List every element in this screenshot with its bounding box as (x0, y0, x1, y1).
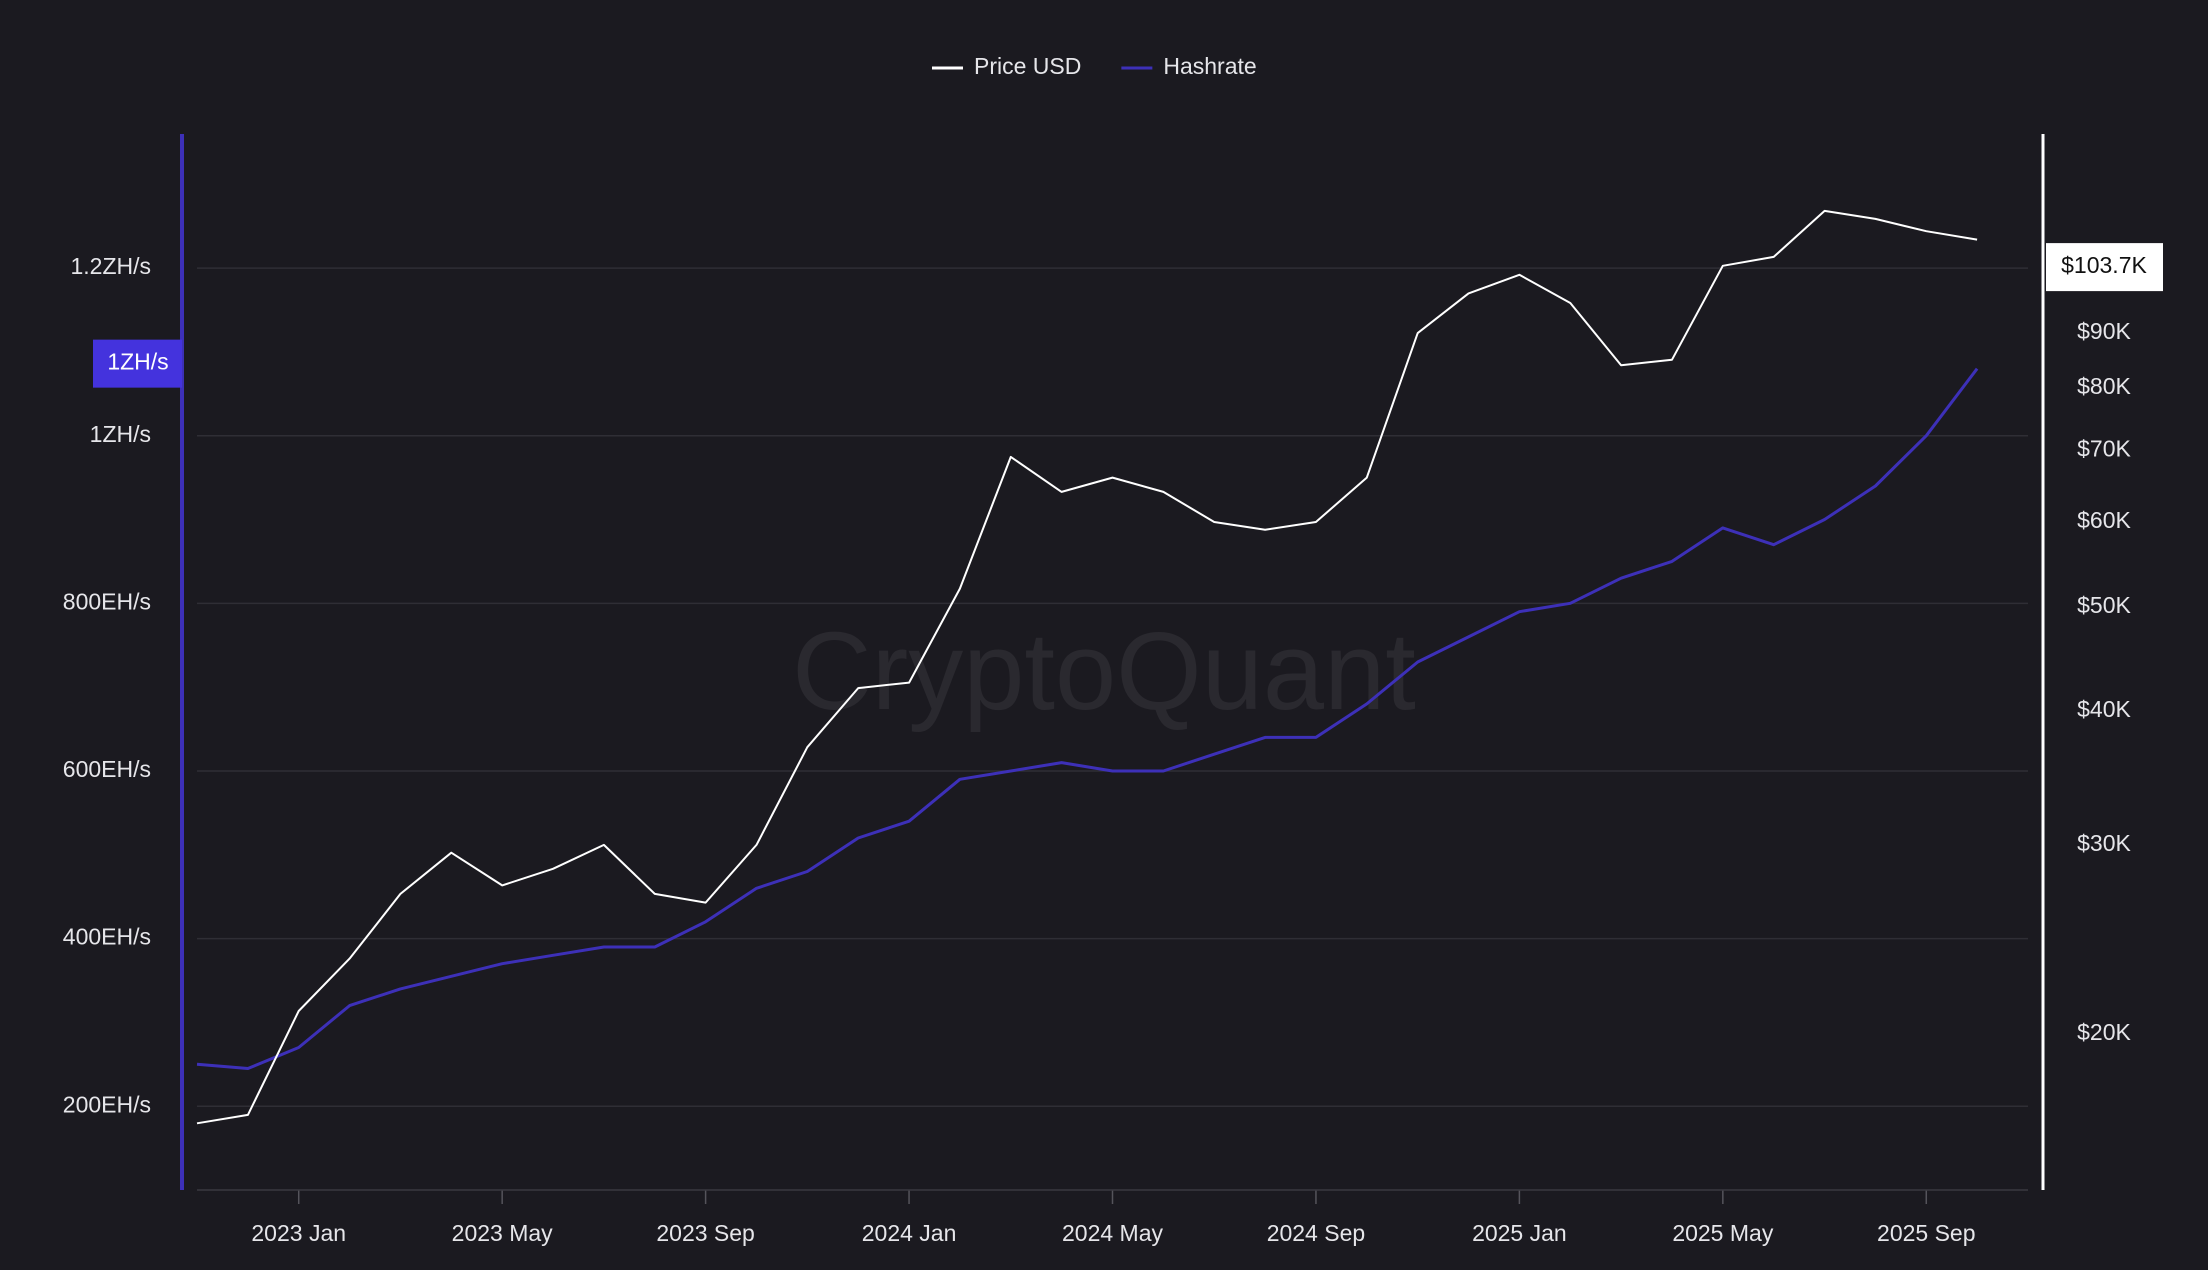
x-tick-label: 2023 Jan (251, 1220, 346, 1246)
watermark: CryptoQuant (792, 610, 1416, 733)
x-tick-label: 2025 May (1672, 1220, 1774, 1246)
y2-tick-label: $80K (2077, 373, 2131, 399)
y2-tick-label: $90K (2077, 318, 2131, 344)
current-value-marker (2046, 243, 2163, 292)
y-tick-label: 400EH/s (63, 924, 151, 950)
series-line (196, 209, 1978, 1125)
y2-tick-label: $50K (2077, 592, 2131, 618)
x-tick-label: 2025 Sep (1877, 1220, 1975, 1246)
x-tick-label: 2023 May (452, 1220, 554, 1246)
x-tick-label: 2025 Jan (1472, 1220, 1567, 1246)
current-value-label: $103.7K (2061, 252, 2147, 278)
y-tick-label: 1ZH/s (90, 421, 151, 447)
current-value-label: 1ZH/s (107, 349, 168, 375)
y2-tick-label: $30K (2077, 830, 2131, 856)
x-tick-label: 2024 May (1062, 1220, 1164, 1246)
y2-tick-label: $70K (2077, 435, 2131, 461)
y2-tick-label: $40K (2077, 696, 2131, 722)
y-tick-label: 1.2ZH/s (70, 253, 151, 279)
y-tick-label: 800EH/s (63, 588, 151, 614)
y-tick-label: 200EH/s (63, 1091, 151, 1117)
current-value-marker (93, 339, 182, 388)
legend-label: Hashrate (1163, 53, 1256, 79)
y2-tick-label: $20K (2077, 1019, 2131, 1045)
series-line (196, 367, 1979, 1070)
x-tick-label: 2023 Sep (656, 1220, 754, 1246)
y-tick-label: 600EH/s (63, 756, 151, 782)
x-tick-label: 2024 Jan (862, 1220, 957, 1246)
y2-tick-label: $60K (2077, 507, 2131, 533)
x-tick-label: 2024 Sep (1267, 1220, 1365, 1246)
legend-label: Price USD (974, 53, 1081, 79)
